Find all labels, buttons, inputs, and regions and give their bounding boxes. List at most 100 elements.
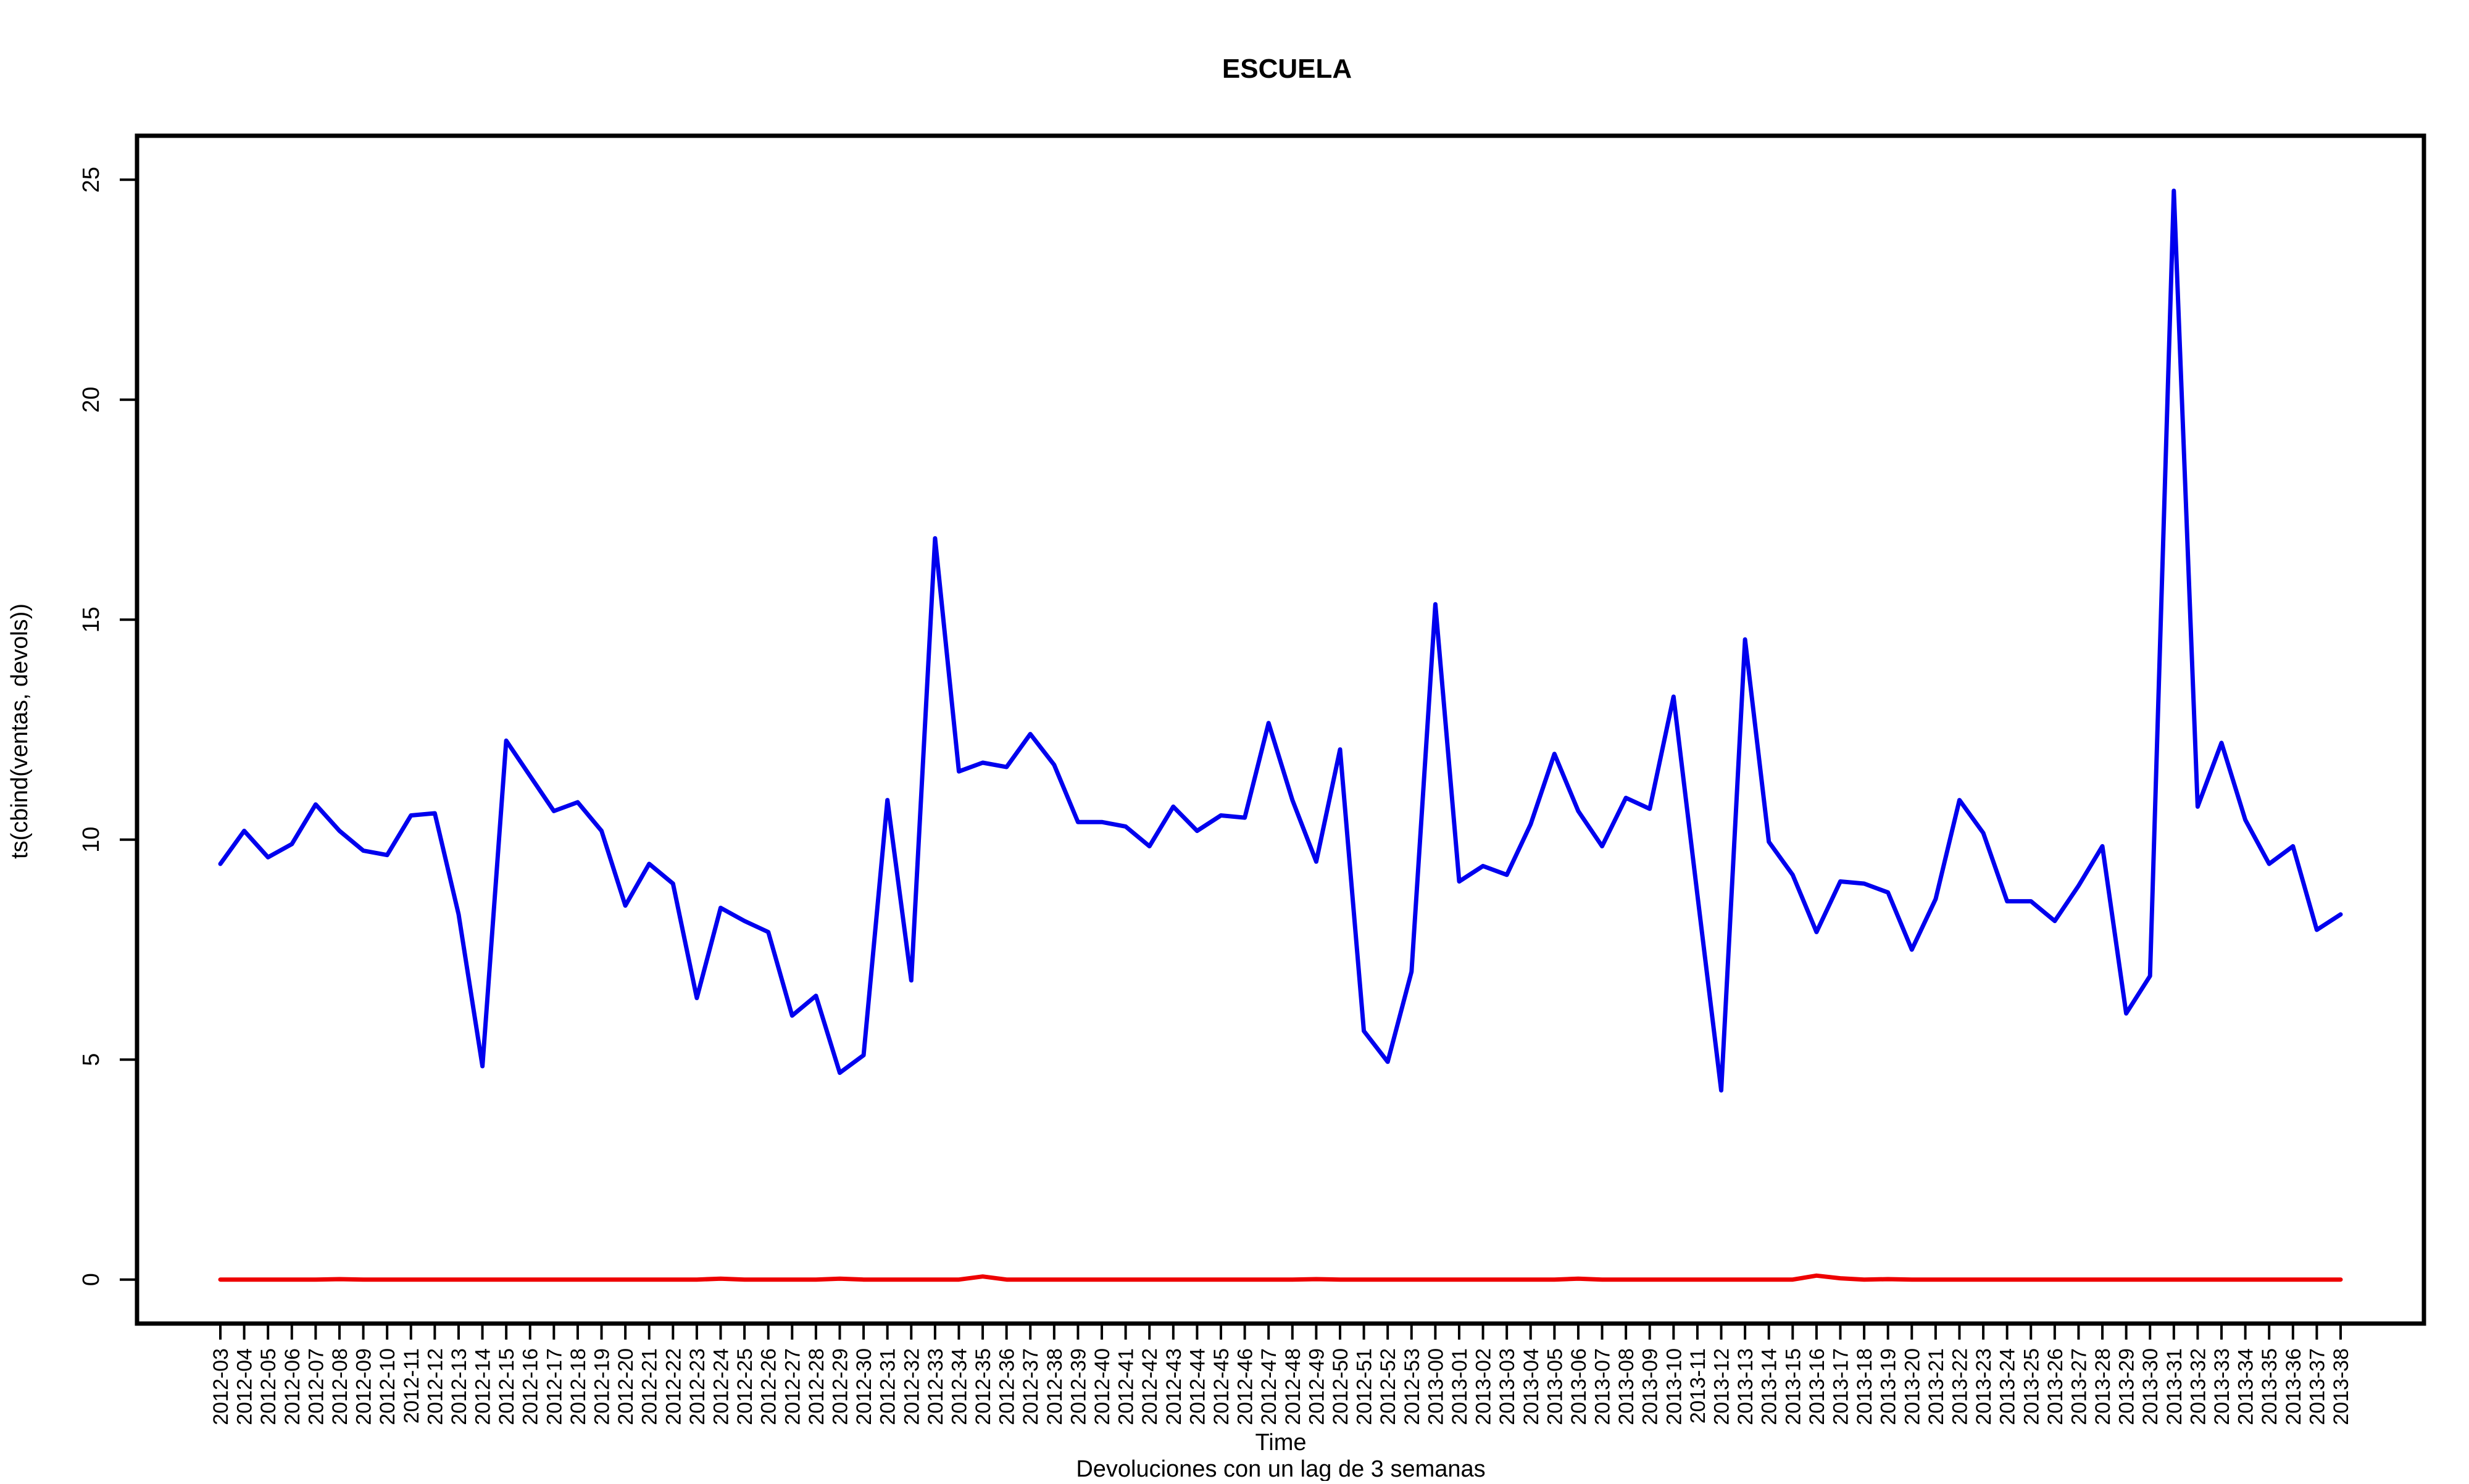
- x-tick-label: 2012-38: [1043, 1348, 1067, 1425]
- x-tick-label: 2013-07: [1591, 1348, 1615, 1425]
- x-tick-label: 2012-23: [686, 1348, 709, 1425]
- x-tick-label: 2012-26: [757, 1348, 781, 1425]
- x-tick-label: 2012-29: [828, 1348, 852, 1425]
- x-tick-label: 2013-37: [2305, 1348, 2329, 1425]
- x-tick-label: 2012-22: [662, 1348, 685, 1425]
- x-tick-label: 2012-19: [591, 1348, 614, 1425]
- x-tick-label: 2012-32: [900, 1348, 923, 1425]
- x-tick-label: 2012-34: [947, 1348, 971, 1425]
- x-tick-label: 2012-08: [328, 1348, 352, 1425]
- x-tick-label: 2013-03: [1496, 1348, 1519, 1425]
- x-tick-label: 2012-42: [1138, 1348, 1162, 1425]
- x-tick-label: 2012-07: [304, 1348, 328, 1425]
- x-tick-label: 2012-35: [972, 1348, 995, 1425]
- x-tick-label: 2013-18: [1853, 1348, 1876, 1425]
- x-tick-label: 2013-01: [1448, 1348, 1472, 1425]
- x-tick-label: 2012-36: [996, 1348, 1019, 1425]
- x-tick-label: 2012-37: [1019, 1348, 1043, 1425]
- x-tick-label: 2012-25: [733, 1348, 757, 1425]
- x-tick-label: 2013-29: [2115, 1348, 2139, 1425]
- x-tick-label: 2012-18: [567, 1348, 590, 1425]
- plot-frame: [135, 133, 2426, 1326]
- x-tick-label: 2012-28: [805, 1348, 828, 1425]
- x-tick-label: 2012-50: [1329, 1348, 1352, 1425]
- x-tick-label: 2012-41: [1115, 1348, 1138, 1425]
- x-tick-label: 2012-39: [1067, 1348, 1090, 1425]
- x-tick-label: 2013-16: [1805, 1348, 1829, 1425]
- x-tick-label: 2013-28: [2091, 1348, 2115, 1425]
- x-tick-label: 2012-15: [495, 1348, 518, 1425]
- y-axis: 0 5 10 15 20 25: [78, 167, 138, 1286]
- x-tick-label: 2012-04: [233, 1348, 257, 1425]
- x-tick-label: 2012-20: [614, 1348, 638, 1425]
- x-tick-label: 2013-06: [1567, 1348, 1591, 1425]
- y-tick-label: 25: [78, 167, 104, 193]
- x-tick-label: 2012-06: [281, 1348, 304, 1425]
- x-tick-label: 2012-40: [1091, 1348, 1114, 1425]
- x-tick-label: 2012-12: [423, 1348, 447, 1425]
- y-tick-label: 20: [78, 387, 104, 413]
- x-tick-label: 2012-13: [448, 1348, 471, 1425]
- x-tick-label: 2013-09: [1639, 1348, 1662, 1425]
- x-tick-label: 2013-20: [1901, 1348, 1924, 1425]
- x-tick-label: 2013-22: [1948, 1348, 1971, 1425]
- chart-subtitle: Devoluciones con un lag de 3 semanas: [1076, 1456, 1485, 1481]
- x-tick-label: 2013-08: [1615, 1348, 1638, 1425]
- y-tick-label: 5: [78, 1053, 104, 1066]
- x-tick-label: 2013-15: [1781, 1348, 1805, 1425]
- x-tick-label: 2013-10: [1662, 1348, 1686, 1425]
- x-tick-label: 2012-43: [1162, 1348, 1186, 1425]
- series-layer: [218, 188, 2343, 1282]
- x-tick-label: 2012-46: [1234, 1348, 1257, 1425]
- series-line-2: [218, 1273, 2343, 1282]
- x-tick-label: 2013-13: [1734, 1348, 1757, 1425]
- x-tick-label: 2013-12: [1710, 1348, 1734, 1425]
- y-tick-label: 10: [78, 827, 104, 853]
- x-tick-label: 2013-04: [1520, 1348, 1543, 1425]
- x-tick-label: 2013-35: [2258, 1348, 2281, 1425]
- x-tick-label: 2013-23: [1972, 1348, 1996, 1425]
- x-tick-label: 2013-26: [2044, 1348, 2067, 1425]
- x-tick-label: 2012-05: [257, 1348, 280, 1425]
- x-tick-label: 2012-44: [1186, 1348, 1209, 1425]
- x-tick-label: 2012-14: [472, 1348, 495, 1425]
- x-tick-label: 2013-05: [1543, 1348, 1567, 1425]
- x-tick-label: 2013-34: [2234, 1348, 2258, 1425]
- x-tick-label: 2012-11: [400, 1348, 423, 1424]
- x-tick-label: 2013-25: [2020, 1348, 2043, 1425]
- x-tick-label: 2013-19: [1877, 1348, 1901, 1425]
- x-tick-label: 2013-17: [1829, 1348, 1852, 1425]
- x-tick-label: 2012-17: [543, 1348, 566, 1425]
- x-tick-label: 2012-21: [638, 1348, 662, 1425]
- x-tick-label: 2012-51: [1353, 1348, 1376, 1425]
- x-axis-label: Time: [1255, 1430, 1306, 1456]
- x-tick-label: 2013-14: [1758, 1348, 1781, 1425]
- x-tick-label: 2012-45: [1210, 1348, 1233, 1425]
- x-tick-label: 2013-21: [1925, 1348, 1948, 1425]
- x-tick-label: 2012-48: [1281, 1348, 1305, 1425]
- x-tick-label: 2012-24: [710, 1348, 733, 1425]
- x-tick-label: 2013-36: [2282, 1348, 2305, 1425]
- x-tick-label: 2012-27: [781, 1348, 804, 1425]
- x-tick-label: 2012-47: [1257, 1348, 1281, 1425]
- x-tick-label: 2012-16: [519, 1348, 543, 1425]
- x-tick-label: 2013-33: [2210, 1348, 2234, 1425]
- x-tick-label: 2012-31: [876, 1348, 900, 1425]
- x-tick-label: 2013-00: [1424, 1348, 1447, 1425]
- x-tick-label: 2013-27: [2067, 1348, 2091, 1425]
- x-tick-label: 2012-03: [209, 1348, 233, 1425]
- x-tick-label: 2012-09: [352, 1348, 376, 1425]
- x-tick-label: 2012-53: [1401, 1348, 1424, 1425]
- x-tick-label: 2012-10: [376, 1348, 399, 1425]
- series-line-1: [218, 188, 2343, 1093]
- y-axis-label: ts(cbind(ventas, devols)): [7, 603, 33, 859]
- x-axis: 2012-03 2012-04 2012-05 2012-06 2012-07 2012-…: [209, 1324, 2353, 1425]
- x-tick-label: 2012-33: [924, 1348, 947, 1425]
- y-tick-label: 15: [78, 607, 104, 632]
- x-tick-label: 2013-32: [2186, 1348, 2210, 1425]
- x-tick-label: 2013-31: [2163, 1348, 2186, 1425]
- x-tick-label: 2012-52: [1376, 1348, 1400, 1425]
- x-tick-label: 2013-02: [1472, 1348, 1496, 1425]
